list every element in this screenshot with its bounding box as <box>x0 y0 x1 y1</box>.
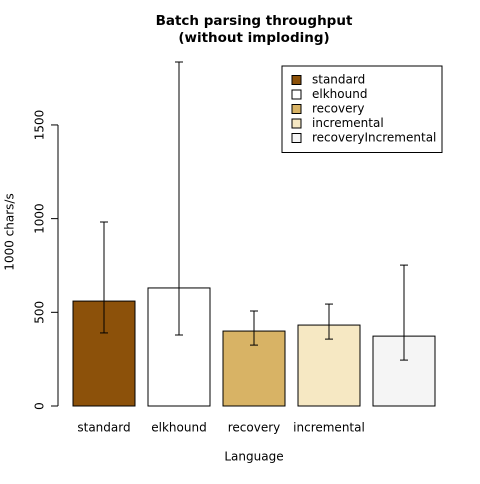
y-tick-label: 0 <box>33 402 47 410</box>
x-tick-label: standard <box>77 421 130 435</box>
legend-label: recovery <box>312 102 365 116</box>
legend-label: elkhound <box>312 87 367 101</box>
y-axis-label: 1000 chars/s <box>3 193 17 270</box>
legend-swatch <box>291 104 302 114</box>
x-tick-label: elkhound <box>151 421 206 435</box>
legend-swatch <box>291 89 302 100</box>
error-bar <box>100 221 108 334</box>
x-tick-label: incremental <box>293 421 365 435</box>
legend-swatch <box>291 75 302 85</box>
y-tick-label: 1000 <box>33 203 47 234</box>
legend-label: incremental <box>312 116 384 130</box>
chart-title: Batch parsing throughput <box>156 13 353 29</box>
error-bar <box>250 310 258 346</box>
x-tick-label: recovery <box>228 421 281 435</box>
legend-box <box>281 65 443 153</box>
y-tick-label: 500 <box>33 301 47 324</box>
legend-label: recoveryIncremental <box>312 131 436 145</box>
error-bar <box>325 303 333 340</box>
x-axis-label: Language <box>224 450 283 464</box>
legend-swatch <box>291 118 302 129</box>
error-bar <box>175 61 183 336</box>
error-bar <box>400 264 408 361</box>
y-tick-label: 1500 <box>33 110 47 141</box>
chart-subtitle: (without imploding) <box>178 30 329 46</box>
legend-swatch <box>291 133 302 143</box>
legend-label: standard <box>312 73 365 87</box>
